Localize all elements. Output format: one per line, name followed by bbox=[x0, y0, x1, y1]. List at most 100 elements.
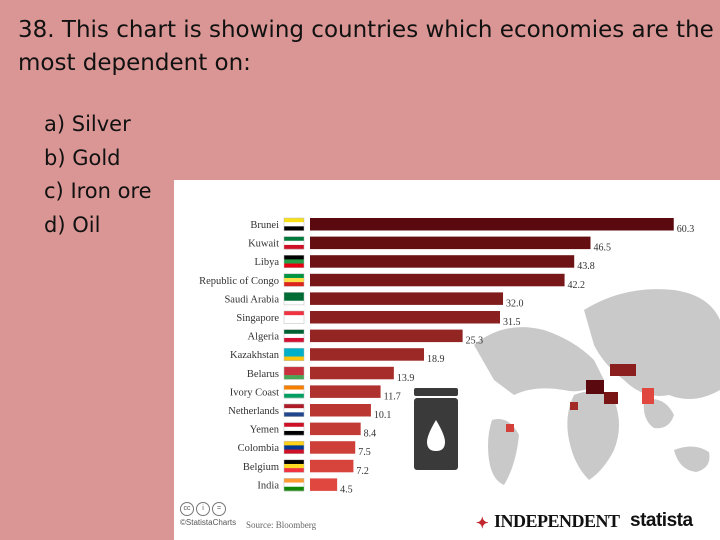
bar-row: Belarus 13.9 bbox=[247, 366, 415, 384]
answer-text: Oil bbox=[72, 212, 101, 237]
answer-text: Gold bbox=[72, 145, 121, 170]
bar bbox=[310, 236, 591, 250]
value-label: 31.5 bbox=[503, 317, 520, 328]
answer-letter: c) bbox=[44, 179, 64, 203]
flag-icon bbox=[283, 385, 305, 399]
category-label: Algeria bbox=[248, 332, 280, 343]
value-label: 32.0 bbox=[506, 298, 523, 309]
answer-letter: b) bbox=[44, 145, 66, 170]
flag-icon bbox=[283, 403, 305, 417]
bar-row: Yemen 8.4 bbox=[250, 422, 377, 440]
answer-letter: a) bbox=[44, 112, 66, 136]
value-label: 18.9 bbox=[427, 354, 445, 365]
category-label: Colombia bbox=[238, 443, 280, 454]
bar-row: Brunei 60.3 bbox=[250, 217, 695, 235]
answer-list: a) Silver b) Gold c) Iron ore d) Oil bbox=[44, 108, 152, 242]
category-label: Brunei bbox=[250, 220, 279, 231]
bar-row: Netherlands 10.1 bbox=[228, 403, 392, 421]
eagle-icon: ✦ bbox=[476, 516, 489, 532]
value-label: 46.5 bbox=[594, 243, 612, 254]
flag-icon bbox=[283, 440, 305, 454]
bar bbox=[310, 441, 356, 454]
value-label: 11.7 bbox=[384, 391, 401, 402]
category-label: Singapore bbox=[236, 313, 279, 324]
publisher-name: INDEPENDENT bbox=[494, 511, 620, 531]
world-map-illustration bbox=[474, 289, 720, 485]
category-label: Netherlands bbox=[228, 406, 279, 417]
flag-icon bbox=[283, 459, 305, 473]
value-label: 13.9 bbox=[397, 373, 415, 384]
flag-icon bbox=[283, 254, 305, 268]
flag-icon bbox=[283, 366, 305, 380]
bar bbox=[310, 292, 504, 305]
category-label: Belgium bbox=[243, 462, 279, 473]
value-label: 10.1 bbox=[374, 410, 392, 421]
bar bbox=[310, 366, 394, 380]
category-label: Belarus bbox=[247, 369, 279, 380]
bar bbox=[310, 255, 575, 268]
flag-icon bbox=[283, 422, 305, 436]
highlighted-countries bbox=[506, 364, 654, 432]
bar-row: Saudi Arabia 32.0 bbox=[224, 292, 524, 309]
category-label: India bbox=[257, 480, 279, 491]
bar-row: Ivory Coast 11.7 bbox=[230, 385, 401, 402]
answer-text: Silver bbox=[71, 112, 131, 136]
category-label: Kazakhstan bbox=[230, 350, 280, 361]
value-label: 8.4 bbox=[364, 429, 377, 440]
category-label: Libya bbox=[255, 257, 280, 268]
bar-row: Singapore 31.5 bbox=[236, 310, 521, 328]
oil-barrel-icon bbox=[414, 388, 458, 470]
answer-d[interactable]: d) Oil bbox=[44, 209, 152, 243]
bar bbox=[310, 478, 338, 491]
bar-row: Kuwait 46.5 bbox=[248, 236, 612, 254]
bar bbox=[310, 385, 381, 398]
chart-credit: ©StatistaCharts bbox=[180, 518, 237, 527]
value-label: 25.3 bbox=[466, 336, 484, 347]
flag-icon bbox=[283, 478, 305, 492]
bar-row: Algeria 25.3 bbox=[248, 329, 484, 347]
value-label: 7.5 bbox=[358, 447, 371, 458]
answer-b[interactable]: b) Gold bbox=[44, 142, 152, 176]
bar-row: Libya 43.8 bbox=[255, 254, 595, 272]
category-label: Ivory Coast bbox=[230, 387, 279, 398]
value-label: 7.2 bbox=[356, 466, 369, 477]
cc-icon: cc bbox=[180, 502, 194, 516]
flag-icon bbox=[283, 347, 305, 361]
flag-icon bbox=[283, 292, 305, 306]
chart-source: Source: Bloomberg bbox=[246, 520, 317, 530]
flag-icon bbox=[283, 329, 305, 343]
answer-text: Iron ore bbox=[70, 179, 152, 203]
flag-icon bbox=[283, 236, 305, 250]
category-label: Republic of Congo bbox=[199, 276, 279, 287]
bar bbox=[310, 422, 361, 436]
bar-row: Kazakhstan 18.9 bbox=[230, 347, 445, 365]
flag-icon bbox=[283, 217, 305, 231]
value-label: 4.5 bbox=[340, 484, 353, 495]
category-label: Saudi Arabia bbox=[224, 294, 279, 305]
answer-a[interactable]: a) Silver bbox=[44, 108, 152, 142]
statista-logo: statista bbox=[630, 510, 693, 531]
value-label: 43.8 bbox=[577, 261, 595, 272]
question-text: 38. This chart is showing countries whic… bbox=[18, 17, 714, 76]
independent-logo: ✦ INDEPENDENT bbox=[476, 511, 620, 532]
value-label: 42.2 bbox=[568, 280, 586, 291]
no-derivs-icon: = bbox=[212, 502, 226, 516]
chart-image: Brunei 60.3 Kuwait 46.5 Libya 43.8 Republic of… bbox=[174, 180, 720, 540]
bar bbox=[310, 348, 425, 361]
value-label: 60.3 bbox=[677, 224, 695, 235]
flag-icon bbox=[283, 310, 305, 324]
bar bbox=[310, 218, 674, 231]
answer-letter: d) bbox=[44, 212, 66, 237]
license-icons: cc i = bbox=[180, 502, 226, 516]
flag-icon bbox=[283, 273, 305, 287]
bar bbox=[310, 273, 565, 287]
bar-row: India 4.5 bbox=[257, 478, 353, 495]
bar-row: Colombia 7.5 bbox=[238, 440, 371, 458]
bar bbox=[310, 404, 371, 417]
bar bbox=[310, 459, 354, 473]
bar bbox=[310, 329, 463, 343]
answer-c[interactable]: c) Iron ore bbox=[44, 175, 152, 209]
bar-row: Republic of Congo 42.2 bbox=[199, 273, 586, 291]
bar-row: Belgium 7.2 bbox=[243, 459, 369, 477]
